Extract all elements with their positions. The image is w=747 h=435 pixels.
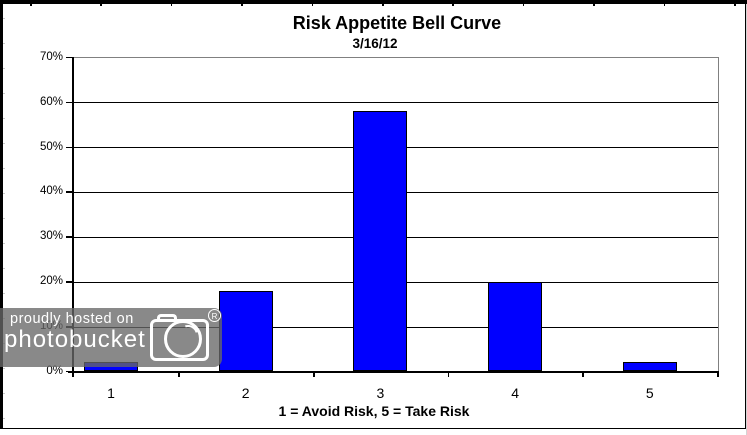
x-axis-tick	[313, 371, 315, 378]
watermark-tagline: proudly hosted on	[10, 311, 134, 327]
spreadsheet-column-tick	[30, 0, 32, 6]
spreadsheet-column-tick	[100, 0, 102, 6]
y-axis-label-50: 50%	[39, 140, 63, 153]
x-axis-tick	[72, 371, 74, 378]
spreadsheet-column-tick	[311, 0, 314, 6]
spreadsheet-top-edge	[0, 0, 747, 4]
y-axis-tick	[66, 236, 72, 238]
y-axis-label-30: 30%	[39, 230, 63, 243]
y-axis-label-40: 40%	[39, 185, 63, 198]
x-axis-label-5: 5	[645, 385, 654, 401]
photobucket-watermark: proudly hosted on photobucket R	[0, 308, 222, 367]
x-axis-label-4: 4	[511, 385, 519, 401]
x-axis-label-3: 3	[376, 385, 385, 401]
bar-category-5	[622, 362, 677, 372]
bar-category-4	[488, 281, 543, 372]
y-axis-tick	[66, 370, 72, 373]
x-axis-line	[68, 370, 718, 373]
y-axis-tick	[66, 191, 72, 193]
x-axis-title: 1 = Avoid Risk, 5 = Take Risk	[278, 403, 470, 419]
camera-lens	[164, 320, 202, 358]
watermark-brand: photobucket	[4, 326, 146, 353]
y-axis-label-60: 60%	[39, 95, 63, 108]
x-axis-label-1: 1	[107, 385, 115, 401]
plot-top-border	[73, 57, 718, 59]
x-axis-tick	[447, 371, 450, 378]
y-axis-label-70: 70%	[39, 50, 63, 63]
bar-category-3	[353, 111, 408, 372]
spreadsheet-column-tick	[593, 0, 595, 6]
camera-hump	[157, 314, 177, 322]
spreadsheet-column-tick	[170, 0, 173, 6]
chart-border	[2, 3, 746, 429]
spreadsheet-column-tick	[522, 0, 525, 6]
y-axis-tick	[66, 101, 72, 104]
spreadsheet-column-tick	[663, 0, 666, 6]
spreadsheet-column-tick	[382, 0, 384, 6]
plot-right-border	[718, 57, 719, 372]
x-axis-tick	[582, 371, 584, 378]
y-axis-tick	[66, 56, 72, 59]
spreadsheet-left-edge	[0, 0, 2, 429]
gridline-60pct	[73, 102, 718, 104]
registered-trademark-icon: R	[208, 309, 221, 322]
chart-title: Risk Appetite Bell Curve	[292, 13, 502, 33]
chart-subtitle: 3/16/12	[352, 36, 398, 51]
y-axis-line	[71, 57, 74, 372]
y-axis-tick	[66, 146, 72, 149]
y-axis-tick	[66, 281, 72, 283]
x-axis-tick	[717, 371, 719, 378]
spreadsheet-column-gridline	[745, 0, 747, 435]
x-axis-label-2: 2	[241, 385, 250, 401]
spreadsheet-column-tick	[241, 0, 243, 6]
x-axis-tick	[178, 371, 180, 378]
y-axis-label-0: 0%	[46, 364, 63, 377]
spreadsheet-column-tick	[452, 0, 454, 6]
spreadsheet-column-tick	[734, 0, 736, 6]
y-axis-label-20: 20%	[39, 275, 63, 288]
bar-category-2	[218, 290, 273, 372]
